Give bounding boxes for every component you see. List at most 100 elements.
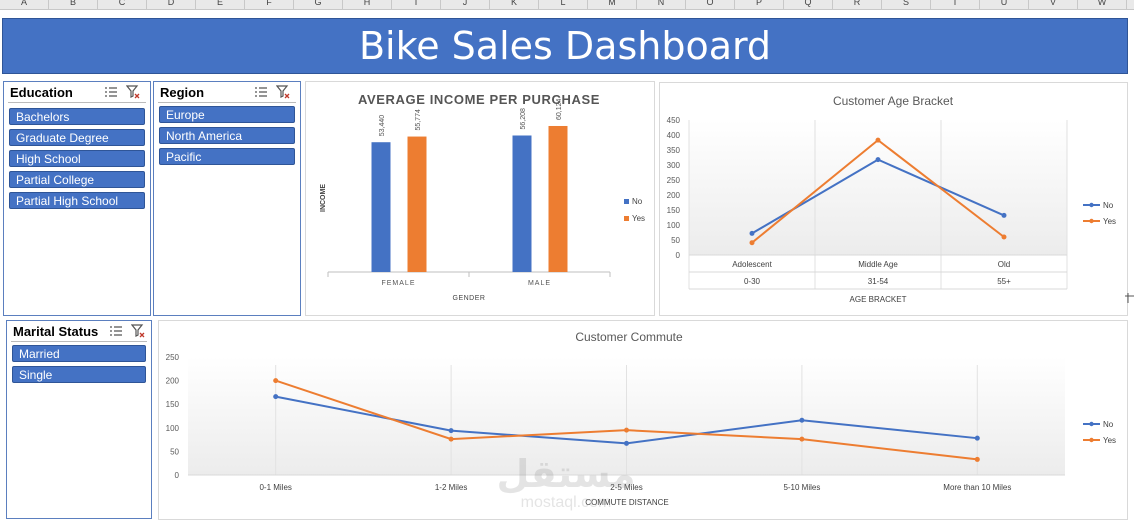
y-tick-label: 0 <box>676 251 681 260</box>
column-header-g[interactable]: G <box>314 0 322 7</box>
slicer-title: Education <box>10 85 73 100</box>
data-label: 60,124 <box>556 98 563 120</box>
column-divider <box>636 0 637 9</box>
slicer-item-pacific[interactable]: Pacific <box>159 148 295 165</box>
slicer-header: Education <box>8 84 146 103</box>
slicer-item-north-america[interactable]: North America <box>159 127 295 144</box>
data-point-yes <box>273 378 279 384</box>
watermark-latin: mostaql.com <box>520 494 612 511</box>
slicer-item-married[interactable]: Married <box>12 345 146 362</box>
column-divider <box>832 0 833 9</box>
column-header-l[interactable]: L <box>560 0 566 7</box>
age-chart-panel[interactable]: Customer Age Bracket 0 50 100 150 200 250 300 35… <box>659 82 1128 316</box>
column-header-m[interactable]: M <box>608 0 616 7</box>
data-point-no <box>799 417 805 423</box>
slicer-header: Marital Status <box>11 323 147 342</box>
column-header-c[interactable]: C <box>118 0 126 7</box>
column-header-t[interactable]: T <box>952 0 958 7</box>
region-slicer[interactable]: Region Europe North America Pacific <box>153 81 301 316</box>
column-divider <box>930 0 931 9</box>
slicer-header: Region <box>158 84 296 103</box>
column-header-f[interactable]: F <box>266 0 272 7</box>
column-divider <box>1126 0 1127 9</box>
y-tick-label: 100 <box>166 424 180 433</box>
x-tick-label: Middle Age <box>858 260 898 269</box>
data-label: 55,774 <box>415 109 422 131</box>
x-subtick-label: 55+ <box>997 277 1011 286</box>
watermark: مستقل mostaql.com <box>486 454 646 524</box>
slicer-item-single[interactable]: Single <box>12 366 146 383</box>
slicer-item-partial-high-school[interactable]: Partial High School <box>9 192 145 209</box>
legend-label-yes: Yes <box>1103 217 1116 226</box>
column-divider <box>342 0 343 9</box>
column-header-k[interactable]: K <box>510 0 517 7</box>
column-header-w[interactable]: W <box>1097 0 1107 7</box>
x-tick-label: 0-1 Miles <box>259 483 291 492</box>
education-slicer[interactable]: Education Bachelors Graduate Degree High… <box>3 81 151 316</box>
slicer-item-partial-college[interactable]: Partial College <box>9 171 145 188</box>
column-divider <box>783 0 784 9</box>
column-header-h[interactable]: H <box>363 0 371 7</box>
data-point-no <box>273 394 279 400</box>
column-divider <box>1077 0 1078 9</box>
y-tick-label: 50 <box>671 236 680 245</box>
marital-status-slicer[interactable]: Marital Status Married Single <box>6 320 152 519</box>
column-header-p[interactable]: P <box>755 0 762 7</box>
column-header-d[interactable]: D <box>167 0 175 7</box>
column-header-q[interactable]: Q <box>804 0 812 7</box>
column-divider <box>48 0 49 9</box>
chart-title: Customer Commute <box>575 330 683 344</box>
data-label: 53,440 <box>379 115 386 137</box>
slicer-item-high-school[interactable]: High School <box>9 150 145 167</box>
column-header-b[interactable]: B <box>69 0 76 7</box>
column-header-row: A B C D E F G H I J K L M N O P Q R S T U V W <box>0 0 1134 10</box>
column-header-v[interactable]: V <box>1049 0 1056 7</box>
slicer-item-europe[interactable]: Europe <box>159 106 295 123</box>
x-tick-label: More than 10 Miles <box>943 483 1011 492</box>
legend-label-no: No <box>1103 420 1114 429</box>
slicer-title: Marital Status <box>13 324 99 339</box>
column-header-s[interactable]: S <box>902 0 909 7</box>
column-header-a[interactable]: A <box>20 0 27 7</box>
chart-title: AVERAGE INCOME PER PURCHASE <box>358 92 600 107</box>
y-tick-label: 300 <box>667 161 681 170</box>
column-header-n[interactable]: N <box>657 0 665 7</box>
dashboard-title-banner: Bike Sales Dashboard <box>2 18 1128 74</box>
data-point-no <box>875 157 881 163</box>
column-divider <box>979 0 980 9</box>
column-header-r[interactable]: R <box>853 0 861 7</box>
column-header-j[interactable]: J <box>462 0 468 7</box>
column-divider <box>734 0 735 9</box>
data-point-no <box>1001 212 1007 218</box>
multi-select-icon[interactable] <box>254 85 268 99</box>
clear-filter-icon[interactable] <box>125 85 140 99</box>
multi-select-icon[interactable] <box>104 85 118 99</box>
income-chart-panel[interactable]: AVERAGE INCOME PER PURCHASE 53,440 55,774 F… <box>305 81 655 316</box>
x-tick-label: 2-5 Miles <box>610 483 642 492</box>
x-subtick-label: 0-30 <box>744 277 761 286</box>
slicer-item-bachelors[interactable]: Bachelors <box>9 108 145 125</box>
column-divider <box>1028 0 1029 9</box>
commute-chart-panel[interactable]: Customer Commute 0 50 100 150 200 250 0-1 Miles… <box>158 320 1128 520</box>
legend-marker-yes <box>1089 218 1094 224</box>
y-tick-label: 350 <box>667 146 681 155</box>
column-divider <box>244 0 245 9</box>
data-point-yes <box>624 427 629 433</box>
clear-filter-icon[interactable] <box>275 85 290 99</box>
x-tick-label: 5-10 Miles <box>783 483 820 492</box>
x-subtick-label: 31-54 <box>868 277 889 286</box>
data-point-yes <box>974 456 980 462</box>
multi-select-icon[interactable] <box>109 324 123 338</box>
column-divider <box>685 0 686 9</box>
y-tick-label: 0 <box>175 471 180 480</box>
legend-swatch-yes <box>624 216 629 221</box>
slicer-item-graduate-degree[interactable]: Graduate Degree <box>9 129 145 146</box>
column-header-i[interactable]: I <box>414 0 418 7</box>
data-point-no <box>749 230 755 236</box>
column-header-e[interactable]: E <box>216 0 223 7</box>
column-divider <box>440 0 441 9</box>
clear-filter-icon[interactable] <box>130 324 145 338</box>
column-header-u[interactable]: U <box>1000 0 1008 7</box>
column-header-o[interactable]: O <box>706 0 714 7</box>
legend-label-no: No <box>1103 201 1114 210</box>
